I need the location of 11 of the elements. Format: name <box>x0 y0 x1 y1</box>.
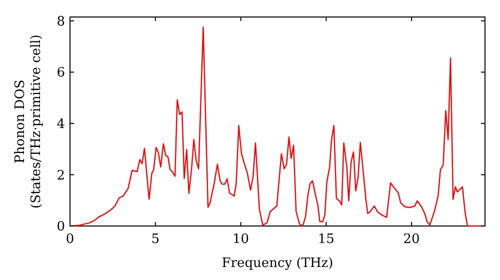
y-tick-label: 6 <box>56 66 65 81</box>
y-tick-label: 2 <box>56 168 65 184</box>
y-axis-title: Phonon DOS (States/THz·primitive cell) <box>13 34 44 209</box>
x-tick-label: 10 <box>232 232 250 247</box>
x-tick-label: 5 <box>151 232 160 247</box>
y-tick-label: 0 <box>56 220 65 235</box>
y-tick-label: 4 <box>56 116 65 132</box>
x-axis-title: Frequency (THz) <box>222 256 334 271</box>
x-tick-label: 15 <box>318 232 334 247</box>
y-tick-label: 8 <box>56 14 65 30</box>
x-tick-label: 20 <box>403 232 420 247</box>
